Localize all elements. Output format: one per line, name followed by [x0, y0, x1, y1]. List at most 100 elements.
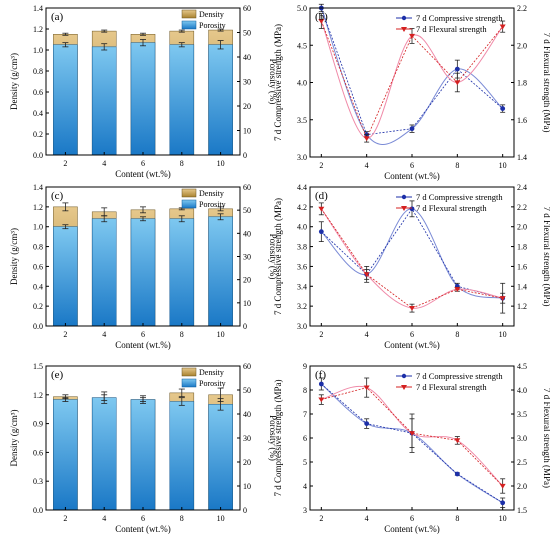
- y-axis-title: 7 d Compressive strength (MPa): [273, 198, 283, 315]
- porosity-bar: [170, 219, 194, 326]
- y-tick-label: 3.8: [297, 243, 307, 252]
- chart-panel: 2 4 6 8 107 d Compressive strength7 d Flexur…: [273, 362, 550, 534]
- y2-tick-label: 2.5: [517, 458, 527, 467]
- x-tick-label: 6: [410, 161, 414, 170]
- porosity-bar: [209, 404, 233, 510]
- legend-swatch-porosity: [182, 379, 196, 387]
- y-tick-label: 4.0: [297, 223, 307, 232]
- y-tick-label: 5.0: [297, 4, 307, 13]
- y2-tick-label: 3.5: [517, 410, 527, 419]
- y-axis-title: Density (g/cm³): [9, 53, 19, 110]
- y-tick-label: 0.2: [33, 302, 43, 311]
- panel-label: (a): [51, 11, 64, 23]
- porosity-bar: [131, 43, 155, 155]
- y2-tick-label: 10: [243, 127, 251, 136]
- legend-label: Porosity: [199, 200, 226, 209]
- y2-tick-label: 10: [243, 482, 251, 491]
- legend-swatch-density: [182, 189, 196, 197]
- x-axis-title: Content (wt.%): [384, 340, 440, 350]
- data-point-circle: [455, 472, 460, 477]
- x-tick-label: 4: [102, 330, 106, 339]
- y-tick-label: 0.2: [33, 130, 43, 139]
- x-tick-label: 2: [63, 330, 67, 339]
- legend-label: Density: [199, 368, 224, 377]
- y-tick-label: 1.5: [33, 362, 43, 371]
- data-point-triangle: [500, 484, 506, 489]
- porosity-bar: [131, 400, 155, 510]
- legend-swatch-density: [182, 368, 196, 376]
- y-tick-label: 0.0: [33, 322, 43, 331]
- y-tick-label: 3.2: [297, 302, 307, 311]
- legend-label: Density: [199, 10, 224, 19]
- chart-panel: 2 4 6 8 10 Density Porosity 0.0 0.2 0.4 0.6 0.8 1.0 1…: [9, 183, 278, 350]
- y-tick-label: 0.8: [33, 243, 43, 252]
- x-tick-label: 10: [499, 514, 507, 523]
- x-tick-label: 10: [217, 514, 225, 523]
- y-tick-label: 3.0: [297, 153, 307, 162]
- y2-axis-title: 7 d Flexural strength (MPa): [542, 388, 550, 488]
- porosity-bar: [131, 219, 155, 326]
- panel-label: (e): [51, 369, 64, 381]
- y2-tick-label: 60: [243, 4, 251, 13]
- data-point-circle: [319, 229, 324, 234]
- x-tick-label: 6: [410, 330, 414, 339]
- y-tick-label: 4.4: [297, 183, 307, 192]
- y-tick-label: 0.6: [33, 88, 43, 97]
- x-tick-label: 8: [180, 514, 184, 523]
- smooth-curve: [321, 209, 502, 298]
- y-axis-title: Density (g/cm³): [9, 410, 19, 467]
- legend-label: Density: [199, 189, 224, 198]
- y2-tick-label: 4.5: [517, 362, 527, 371]
- y-tick-label: 3.4: [297, 282, 307, 291]
- y2-tick-label: 3.0: [517, 434, 527, 443]
- y-tick-label: 7: [303, 410, 307, 419]
- x-tick-label: 8: [455, 161, 459, 170]
- porosity-bar: [92, 219, 116, 326]
- y2-tick-label: 20: [243, 276, 251, 285]
- y-axis-title: Density (g/cm³): [9, 228, 19, 285]
- y-tick-label: 1.2: [33, 391, 43, 400]
- x-tick-label: 4: [365, 330, 369, 339]
- x-tick-label: 10: [499, 330, 507, 339]
- legend-label: 7 d Flexural strength: [416, 24, 487, 34]
- legend-label: 7 d Compressive strength: [416, 13, 503, 23]
- panel-label: (f): [315, 369, 326, 381]
- y2-tick-label: 0: [243, 506, 247, 515]
- data-point-triangle: [318, 398, 324, 403]
- legend-label: 7 d Flexural strength: [416, 203, 487, 213]
- y2-tick-label: 1.6: [517, 116, 527, 125]
- y2-tick-label: 2.0: [517, 482, 527, 491]
- y2-tick-label: 2.2: [517, 4, 527, 13]
- data-point-triangle: [364, 136, 370, 141]
- legend-marker-circle: [402, 16, 406, 20]
- y2-tick-label: 2.0: [517, 41, 527, 50]
- legend-label: 7 d Flexural strength: [416, 382, 487, 392]
- chart-panel: 2 4 6 8 107 d Compressive strength7 d Flexur…: [273, 4, 550, 181]
- x-axis-title: Content (wt.%): [115, 340, 171, 350]
- panel-label: (d): [315, 190, 328, 202]
- legend-label: 7 d Compressive strength: [416, 192, 503, 202]
- y-tick-label: 0.4: [33, 282, 43, 291]
- porosity-bar: [92, 47, 116, 155]
- x-tick-label: 8: [180, 159, 184, 168]
- x-tick-label: 2: [63, 159, 67, 168]
- y2-tick-label: 0: [243, 322, 247, 331]
- y2-axis-title: 7 d Flexural strength (MPa): [542, 207, 550, 307]
- y2-tick-label: 1.4: [517, 153, 527, 162]
- chart-panel: 2 4 6 8 10 Density Porosity 0.0 0.2 0.4 0.6 0.8 1.0 1…: [9, 4, 278, 179]
- y2-tick-label: 20: [243, 458, 251, 467]
- data-point-circle: [364, 421, 369, 426]
- data-point-circle: [319, 382, 324, 387]
- data-point-circle: [410, 206, 415, 211]
- chart-panel: 2 4 6 8 10DensityPorosity0.00.30.60.91.21.50…: [9, 362, 278, 534]
- porosity-bar: [53, 45, 77, 155]
- y-tick-label: 6: [303, 434, 307, 443]
- y-tick-label: 1.0: [33, 46, 43, 55]
- y2-tick-label: 20: [243, 102, 251, 111]
- y-tick-label: 0.6: [33, 262, 43, 271]
- x-tick-label: 6: [141, 330, 145, 339]
- y2-tick-label: 2.0: [517, 223, 527, 232]
- x-tick-label: 6: [141, 514, 145, 523]
